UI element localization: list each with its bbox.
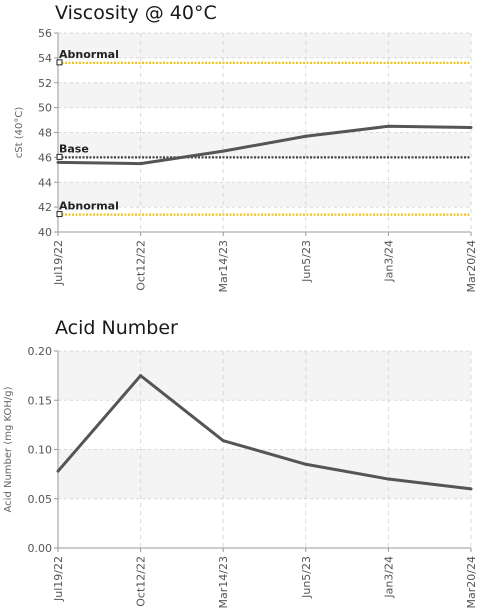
y-tick-label: 0.00 (28, 542, 53, 555)
reference-marker (56, 153, 63, 160)
x-tick-label: Oct12/22 (135, 240, 148, 291)
viscosity-chart: 40 42 44 46 48 50 52 54 56 Jul19/22 Oct12/22 Mar14/… (14, 27, 478, 292)
data-point (56, 160, 60, 164)
data-point (386, 477, 390, 481)
data-point (139, 162, 143, 166)
y-tick-label: 54 (38, 52, 52, 65)
data-point (386, 124, 390, 128)
x-tick-label: Jul19/22 (52, 240, 65, 286)
y-tick-label: 42 (38, 201, 52, 214)
data-point (304, 462, 308, 466)
x-tick-label: Jan3/24 (382, 556, 395, 599)
x-tick-label: Mar20/24 (465, 556, 478, 608)
series-line (56, 374, 472, 491)
chart-title: Acid Number (55, 317, 178, 339)
reference-label: Abnormal (59, 48, 119, 61)
plot-band (58, 449, 471, 499)
acid-number-chart-panel: Acid Number 0.00 0.05 0.10 0.15 0.20 Jul19/22… (0, 315, 483, 613)
reference-marker (56, 211, 63, 218)
reference-label: Abnormal (59, 200, 119, 213)
y-tick-label: 46 (38, 151, 52, 164)
x-tick-label: Oct12/22 (135, 556, 148, 607)
y-tick-label: 44 (38, 176, 52, 189)
y-tick-label: 0.10 (28, 444, 53, 457)
x-tick-label: Jun5/23 (300, 556, 313, 599)
y-axis-label: cSt (40°C) (14, 107, 25, 159)
data-point (221, 439, 225, 443)
chart-title: Viscosity @ 40°C (55, 2, 217, 24)
data-point (139, 374, 143, 378)
x-tick-label: Jan3/24 (382, 240, 395, 283)
data-point (221, 149, 225, 153)
y-tick-label: 48 (38, 127, 52, 140)
y-tick-label: 52 (38, 77, 52, 90)
reference-marker (56, 59, 63, 66)
data-point (304, 134, 308, 138)
y-tick-label: 56 (38, 27, 52, 40)
x-tick-label: Jun5/23 (300, 240, 313, 283)
plot-band (58, 182, 471, 208)
y-tick-label: 50 (38, 102, 52, 115)
data-point (469, 487, 473, 491)
series-line (57, 124, 472, 166)
x-tick-label: Jul19/22 (52, 556, 65, 602)
viscosity-chart-panel: Viscosity @ 40°C 40 42 44 46 48 50 52 54 56 Jul19… (0, 0, 483, 305)
y-axis-label: Acid Number (mg KOH/g) (3, 386, 14, 512)
y-tick-label: 0.20 (28, 345, 53, 358)
plot-band (58, 82, 471, 108)
reference-label: Base (59, 142, 89, 155)
x-tick-label: Mar20/24 (465, 240, 478, 292)
y-tick-label: 40 (38, 226, 52, 239)
acid-number-chart: 0.00 0.05 0.10 0.15 0.20 Jul19/22 Oct12/22 Mar1… (3, 345, 478, 608)
plot-band (58, 351, 471, 401)
y-tick-label: 0.15 (28, 394, 53, 407)
y-tick-label: 0.05 (28, 493, 53, 506)
data-point (469, 126, 473, 130)
x-tick-label: Mar14/23 (217, 240, 230, 292)
data-point (56, 469, 60, 473)
x-tick-label: Mar14/23 (217, 556, 230, 608)
plot-band (58, 33, 471, 58)
